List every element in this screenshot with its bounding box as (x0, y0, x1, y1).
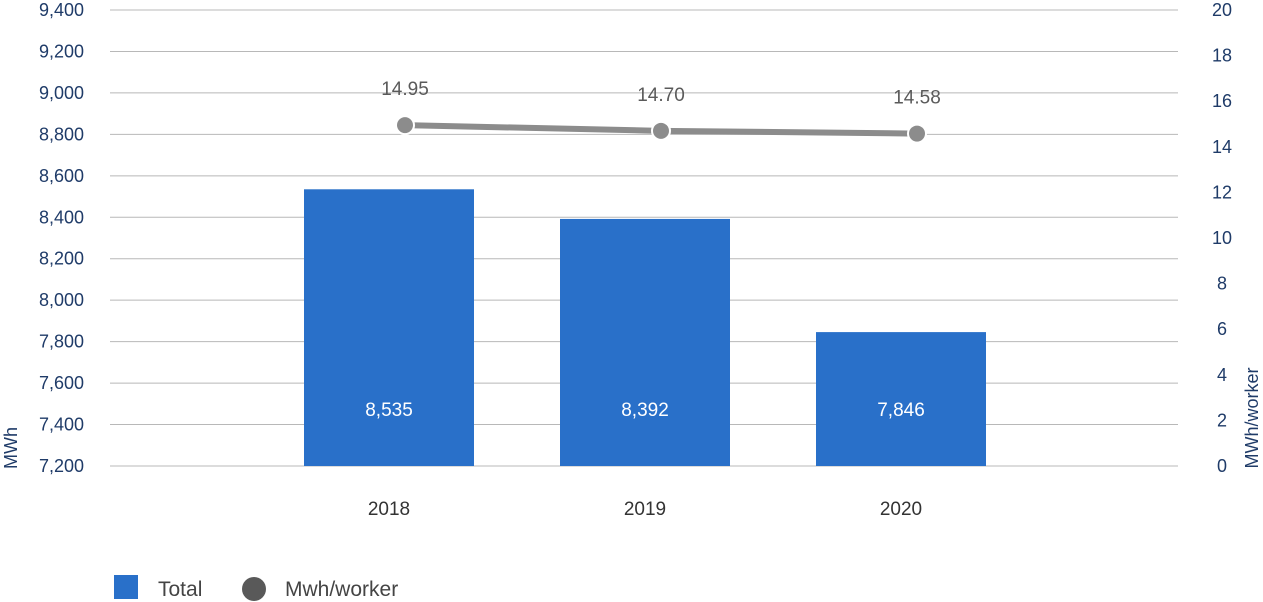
right-axis-tick-label: 4 (1217, 365, 1227, 385)
left-axis-tick-label: 8,400 (39, 207, 84, 227)
left-axis-tick-label: 7,400 (39, 415, 84, 435)
left-axis-tick-label: 7,600 (39, 373, 84, 393)
right-axis-tick-label: 20 (1212, 0, 1232, 20)
right-axis-title: MWh/worker (1242, 367, 1262, 468)
bar-series: 8,535 8,392 7,846 (304, 189, 986, 467)
legend: Total Mwh/worker (114, 575, 398, 601)
axis-ticks: 7,200 7,400 7,600 7,800 8,000 8,200 8,400 8,600… (39, 0, 1232, 520)
left-axis-tick-label: 9,400 (39, 0, 84, 20)
line-data-label: 14.95 (381, 79, 429, 100)
right-axis-tick-label: 6 (1217, 319, 1227, 339)
right-axis-tick-label: 8 (1217, 274, 1227, 294)
left-axis-tick-label: 8,800 (39, 124, 84, 144)
right-axis-tick-label: 2 (1217, 410, 1227, 430)
bar-total (560, 218, 730, 466)
line-point-mwh-worker (907, 123, 927, 144)
x-axis-tick-label: 2019 (624, 499, 666, 520)
right-axis-tick-label: 0 (1217, 456, 1227, 476)
right-axis-tick-label: 14 (1212, 137, 1232, 157)
left-axis-tick-label: 8,000 (39, 290, 84, 310)
right-axis-tick-label: 10 (1212, 228, 1232, 248)
x-axis-tick-label: 2018 (368, 499, 410, 520)
left-axis-tick-label: 9,000 (39, 83, 84, 103)
legend-label-total: Total (158, 578, 202, 601)
right-axis-tick-label: 18 (1212, 46, 1232, 66)
legend-swatch-mwh-worker (242, 577, 266, 601)
bar-total (304, 189, 474, 467)
left-axis-title: MWh (1, 427, 21, 469)
line-data-label: 14.70 (637, 85, 685, 106)
bar-data-label: 8,535 (365, 400, 413, 421)
left-axis-tick-label: 9,200 (39, 41, 84, 61)
line-data-label: 14.58 (893, 88, 941, 109)
left-axis-tick-label: 8,200 (39, 249, 84, 269)
right-axis-tick-label: 12 (1212, 182, 1232, 202)
line-series: 14.95 14.70 14.58 (381, 79, 941, 144)
legend-swatch-total (114, 575, 138, 599)
right-axis-tick-label: 16 (1212, 91, 1232, 111)
x-axis-tick-label: 2020 (880, 499, 922, 520)
left-axis-tick-label: 7,800 (39, 332, 84, 352)
line-point-mwh-worker (395, 115, 415, 136)
line-point-mwh-worker (651, 120, 671, 141)
legend-label-mwh-worker: Mwh/worker (285, 578, 398, 601)
left-axis-tick-label: 7,200 (39, 456, 84, 476)
bar-data-label: 7,846 (877, 400, 925, 421)
bar-data-label: 8,392 (621, 400, 669, 421)
bar-total (816, 332, 986, 466)
left-axis-tick-label: 8,600 (39, 166, 84, 186)
